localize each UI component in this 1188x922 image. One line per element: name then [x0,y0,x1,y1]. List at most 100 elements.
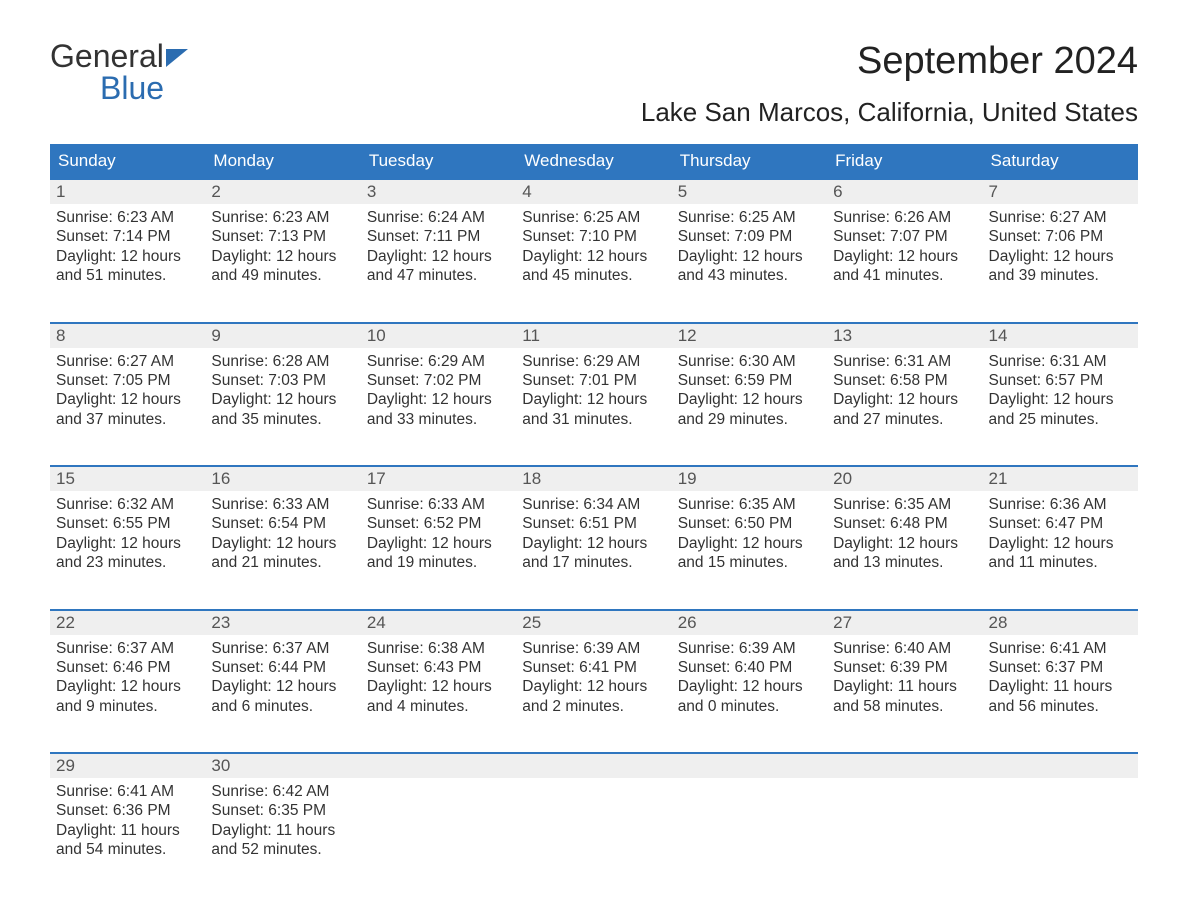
day-cell: 23Sunrise: 6:37 AMSunset: 6:44 PMDayligh… [205,609,360,739]
day-cell: 4Sunrise: 6:25 AMSunset: 7:10 PMDaylight… [516,178,671,308]
day-number: 16 [205,465,360,491]
week-row: 15Sunrise: 6:32 AMSunset: 6:55 PMDayligh… [50,465,1138,595]
empty-day [361,752,516,778]
day-number: 9 [205,322,360,348]
day-details: Sunrise: 6:39 AMSunset: 6:41 PMDaylight:… [516,635,671,739]
day-cell: 1Sunrise: 6:23 AMSunset: 7:14 PMDaylight… [50,178,205,308]
calendar-table: SundayMondayTuesdayWednesdayThursdayFrid… [50,144,1138,882]
day-header: Thursday [672,144,827,178]
day-number: 29 [50,752,205,778]
day-cell: 9Sunrise: 6:28 AMSunset: 7:03 PMDaylight… [205,322,360,452]
day-cell: 25Sunrise: 6:39 AMSunset: 6:41 PMDayligh… [516,609,671,739]
day-details: Sunrise: 6:38 AMSunset: 6:43 PMDaylight:… [361,635,516,739]
day-details: Sunrise: 6:33 AMSunset: 6:54 PMDaylight:… [205,491,360,595]
day-number: 3 [361,178,516,204]
day-number: 14 [983,322,1138,348]
day-number: 8 [50,322,205,348]
title-block: September 2024 Lake San Marcos, Californ… [641,40,1138,128]
day-number: 22 [50,609,205,635]
day-details: Sunrise: 6:35 AMSunset: 6:48 PMDaylight:… [827,491,982,595]
day-details: Sunrise: 6:25 AMSunset: 7:09 PMDaylight:… [672,204,827,308]
day-number: 12 [672,322,827,348]
day-details: Sunrise: 6:41 AMSunset: 6:37 PMDaylight:… [983,635,1138,739]
day-header: Tuesday [361,144,516,178]
day-cell: 12Sunrise: 6:30 AMSunset: 6:59 PMDayligh… [672,322,827,452]
day-cell: 11Sunrise: 6:29 AMSunset: 7:01 PMDayligh… [516,322,671,452]
day-details: Sunrise: 6:31 AMSunset: 6:57 PMDaylight:… [983,348,1138,452]
day-header: Sunday [50,144,205,178]
location-subtitle: Lake San Marcos, California, United Stat… [641,97,1138,128]
day-details: Sunrise: 6:27 AMSunset: 7:06 PMDaylight:… [983,204,1138,308]
day-details: Sunrise: 6:29 AMSunset: 7:01 PMDaylight:… [516,348,671,452]
day-cell: 17Sunrise: 6:33 AMSunset: 6:52 PMDayligh… [361,465,516,595]
day-cell: 27Sunrise: 6:40 AMSunset: 6:39 PMDayligh… [827,609,982,739]
day-number: 4 [516,178,671,204]
day-cell: 5Sunrise: 6:25 AMSunset: 7:09 PMDaylight… [672,178,827,308]
day-header: Friday [827,144,982,178]
day-cell: 16Sunrise: 6:33 AMSunset: 6:54 PMDayligh… [205,465,360,595]
day-number: 18 [516,465,671,491]
day-cell: 19Sunrise: 6:35 AMSunset: 6:50 PMDayligh… [672,465,827,595]
day-header-row: SundayMondayTuesdayWednesdayThursdayFrid… [50,144,1138,178]
day-number: 24 [361,609,516,635]
day-details: Sunrise: 6:39 AMSunset: 6:40 PMDaylight:… [672,635,827,739]
day-number: 25 [516,609,671,635]
day-number: 23 [205,609,360,635]
day-number: 19 [672,465,827,491]
week-row: 22Sunrise: 6:37 AMSunset: 6:46 PMDayligh… [50,609,1138,739]
month-title: September 2024 [641,40,1138,83]
day-cell [361,752,516,882]
day-number: 27 [827,609,982,635]
day-details: Sunrise: 6:29 AMSunset: 7:02 PMDaylight:… [361,348,516,452]
day-number: 15 [50,465,205,491]
day-cell: 15Sunrise: 6:32 AMSunset: 6:55 PMDayligh… [50,465,205,595]
day-number: 11 [516,322,671,348]
day-number: 5 [672,178,827,204]
day-number: 6 [827,178,982,204]
day-details: Sunrise: 6:26 AMSunset: 7:07 PMDaylight:… [827,204,982,308]
day-cell: 21Sunrise: 6:36 AMSunset: 6:47 PMDayligh… [983,465,1138,595]
day-details: Sunrise: 6:24 AMSunset: 7:11 PMDaylight:… [361,204,516,308]
day-header: Wednesday [516,144,671,178]
day-cell: 13Sunrise: 6:31 AMSunset: 6:58 PMDayligh… [827,322,982,452]
logo-text-blue: Blue [50,72,188,104]
week-row: 1Sunrise: 6:23 AMSunset: 7:14 PMDaylight… [50,178,1138,308]
day-details: Sunrise: 6:31 AMSunset: 6:58 PMDaylight:… [827,348,982,452]
day-details: Sunrise: 6:37 AMSunset: 6:44 PMDaylight:… [205,635,360,739]
day-details: Sunrise: 6:32 AMSunset: 6:55 PMDaylight:… [50,491,205,595]
empty-day [516,752,671,778]
day-cell: 18Sunrise: 6:34 AMSunset: 6:51 PMDayligh… [516,465,671,595]
day-details: Sunrise: 6:28 AMSunset: 7:03 PMDaylight:… [205,348,360,452]
empty-day [827,752,982,778]
day-cell: 22Sunrise: 6:37 AMSunset: 6:46 PMDayligh… [50,609,205,739]
day-details: Sunrise: 6:25 AMSunset: 7:10 PMDaylight:… [516,204,671,308]
day-number: 17 [361,465,516,491]
day-number: 10 [361,322,516,348]
day-cell: 3Sunrise: 6:24 AMSunset: 7:11 PMDaylight… [361,178,516,308]
day-cell [516,752,671,882]
logo-text-general: General [50,40,164,72]
day-cell: 2Sunrise: 6:23 AMSunset: 7:13 PMDaylight… [205,178,360,308]
day-cell: 24Sunrise: 6:38 AMSunset: 6:43 PMDayligh… [361,609,516,739]
day-cell: 8Sunrise: 6:27 AMSunset: 7:05 PMDaylight… [50,322,205,452]
logo: General Blue [50,40,188,104]
day-cell: 20Sunrise: 6:35 AMSunset: 6:48 PMDayligh… [827,465,982,595]
day-number: 21 [983,465,1138,491]
week-row: 29Sunrise: 6:41 AMSunset: 6:36 PMDayligh… [50,752,1138,882]
day-cell [827,752,982,882]
day-number: 30 [205,752,360,778]
day-details: Sunrise: 6:41 AMSunset: 6:36 PMDaylight:… [50,778,205,882]
day-cell: 30Sunrise: 6:42 AMSunset: 6:35 PMDayligh… [205,752,360,882]
day-cell: 29Sunrise: 6:41 AMSunset: 6:36 PMDayligh… [50,752,205,882]
week-row: 8Sunrise: 6:27 AMSunset: 7:05 PMDaylight… [50,322,1138,452]
empty-day [672,752,827,778]
day-number: 20 [827,465,982,491]
day-cell [983,752,1138,882]
day-cell: 28Sunrise: 6:41 AMSunset: 6:37 PMDayligh… [983,609,1138,739]
day-details: Sunrise: 6:30 AMSunset: 6:59 PMDaylight:… [672,348,827,452]
day-number: 7 [983,178,1138,204]
day-cell [672,752,827,882]
day-number: 2 [205,178,360,204]
header: General Blue September 2024 Lake San Mar… [50,40,1138,128]
day-details: Sunrise: 6:35 AMSunset: 6:50 PMDaylight:… [672,491,827,595]
